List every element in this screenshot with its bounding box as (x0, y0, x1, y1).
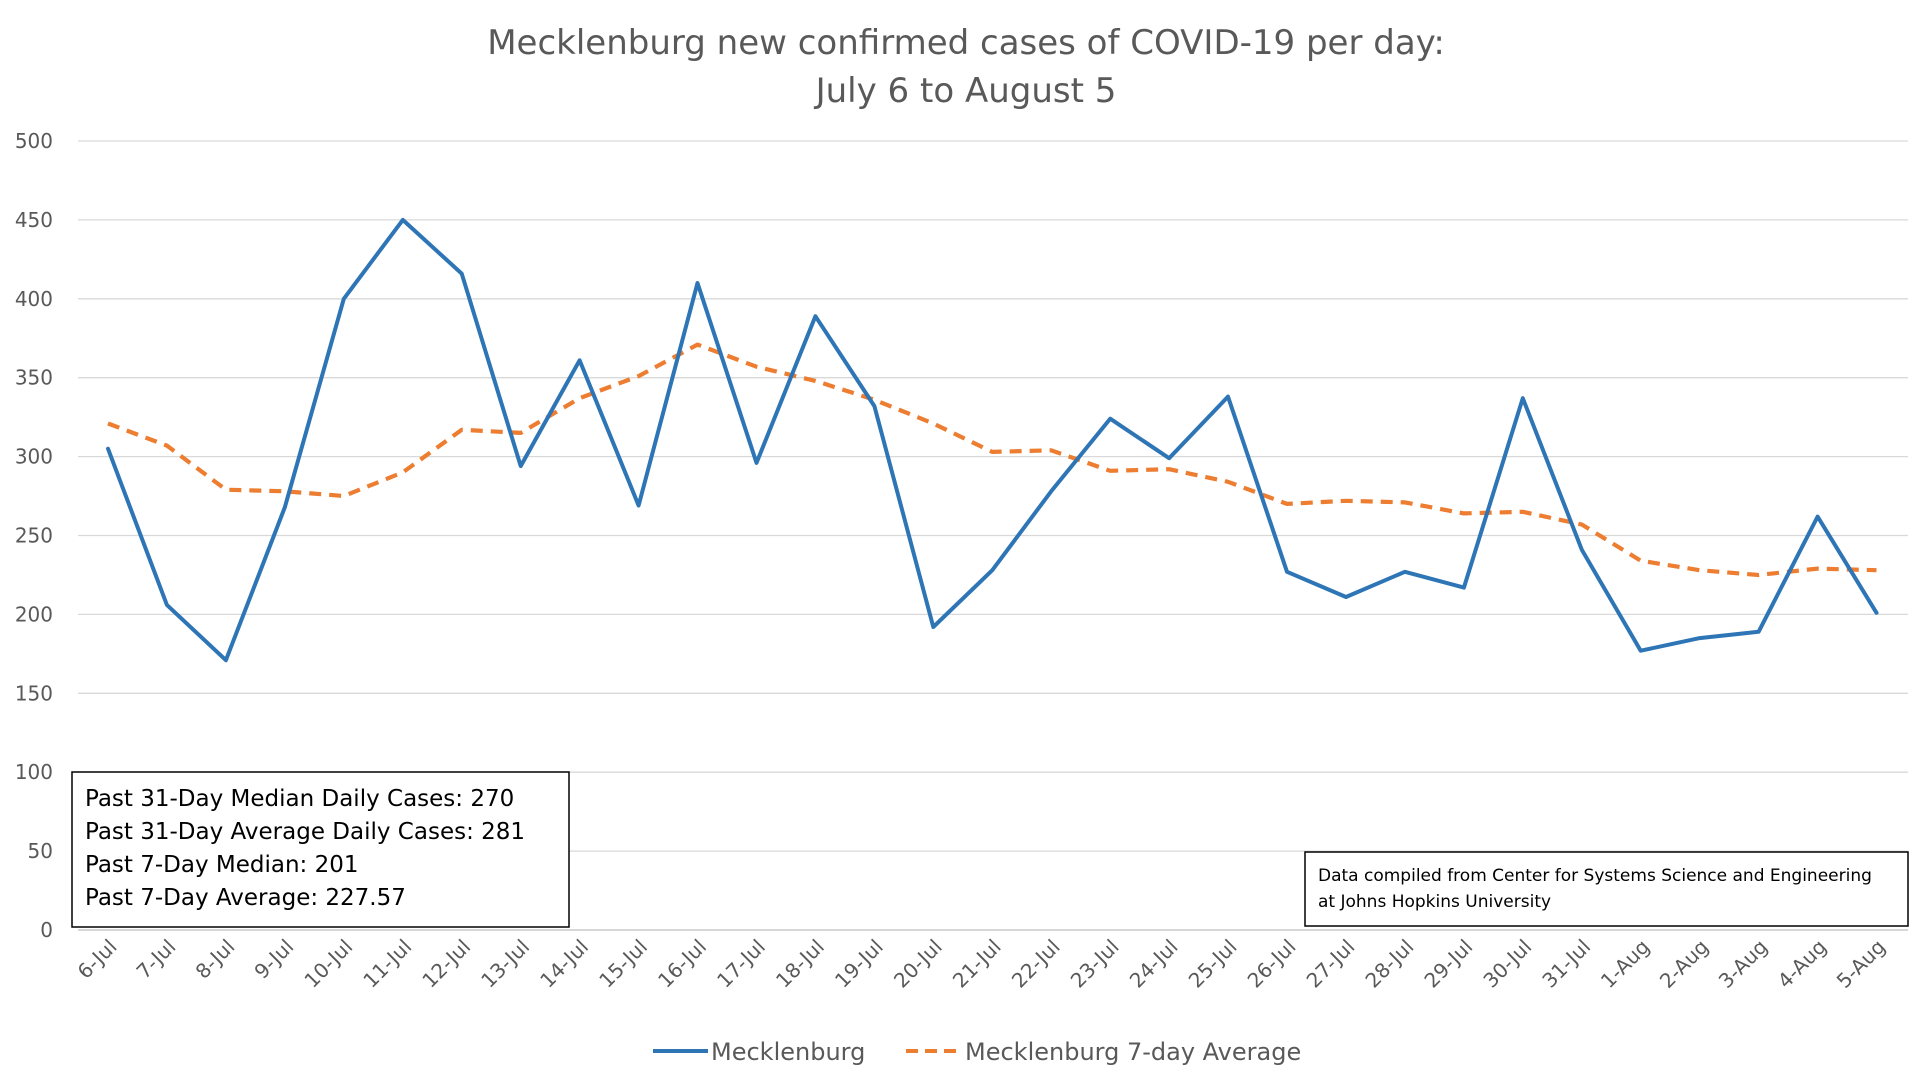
series-line-7-day-average (107, 342, 1877, 578)
y-tick-label: 150 (15, 681, 53, 705)
x-tick-label: 14-Jul (535, 935, 593, 993)
series-lines (106, 217, 1879, 663)
x-tick-label: 1-Aug (1596, 935, 1654, 993)
x-tick-label: 7-Jul (132, 935, 181, 984)
source-note-line-2: at Johns Hopkins University (1318, 892, 1551, 912)
x-tick-label: 28-Jul (1361, 935, 1419, 993)
x-tick-label: 4-Aug (1773, 935, 1831, 993)
x-tick-label: 20-Jul (889, 935, 947, 993)
series-line-mecklenburg (106, 217, 1879, 663)
y-tick-label: 0 (40, 918, 53, 942)
y-tick-label: 500 (15, 129, 53, 153)
x-tick-label: 17-Jul (712, 935, 770, 993)
x-tick-label: 15-Jul (594, 935, 652, 993)
x-tick-label: 18-Jul (771, 935, 829, 993)
y-tick-label: 250 (15, 524, 53, 548)
y-tick-label: 300 (15, 445, 53, 469)
x-tick-label: 3-Aug (1714, 935, 1772, 993)
x-tick-label: 6-Jul (73, 935, 122, 984)
x-tick-label: 19-Jul (830, 935, 888, 993)
x-tick-label: 24-Jul (1125, 935, 1183, 993)
stats-line-7-day-median: Past 7-Day Median: 201 (85, 852, 359, 878)
x-tick-label: 13-Jul (476, 935, 534, 993)
stats-line-31-day-average: Past 31-Day Average Daily Cases: 281 (85, 819, 525, 845)
x-tick-label: 26-Jul (1243, 935, 1301, 993)
y-tick-label: 50 (28, 839, 53, 863)
x-tick-label: 21-Jul (948, 935, 1006, 993)
chart-title-line-2: July 6 to August 5 (814, 71, 1117, 111)
stats-box-frame (71, 771, 570, 928)
y-tick-label: 350 (15, 366, 53, 390)
x-tick-label: 25-Jul (1184, 935, 1242, 993)
x-tick-label: 29-Jul (1419, 935, 1477, 993)
x-tick-label: 27-Jul (1302, 935, 1360, 993)
x-tick-label: 2-Aug (1655, 935, 1713, 993)
legend: Mecklenburg Mecklenburg 7-day Average (653, 1038, 1301, 1066)
x-tick-label: 9-Jul (249, 935, 298, 984)
x-tick-label: 12-Jul (417, 935, 475, 993)
y-tick-label: 200 (15, 602, 53, 626)
x-tick-label: 31-Jul (1537, 935, 1595, 993)
x-tick-label: 16-Jul (653, 935, 711, 993)
x-tick-label: 23-Jul (1066, 935, 1124, 993)
x-tick-label: 22-Jul (1007, 935, 1065, 993)
x-tick-label: 11-Jul (358, 935, 416, 993)
y-tick-label: 450 (15, 208, 53, 232)
x-axis-ticks: 6-Jul 7-Jul 8-Jul 9-Jul 10-Jul 11-Jul 12-Jul 13… (73, 935, 1890, 993)
stats-box: Past 31-Day Median Daily Cases: 270 Past… (71, 771, 570, 928)
x-tick-label: 5-Aug (1832, 935, 1890, 993)
chart-title-line-1: Mecklenburg new confirmed cases of COVID… (487, 23, 1445, 63)
y-tick-label: 100 (15, 760, 53, 784)
x-tick-label: 30-Jul (1478, 935, 1536, 993)
stats-line-7-day-average: Past 7-Day Average: 227.57 (85, 885, 406, 911)
source-note-line-1: Data compiled from Center for Systems Sc… (1318, 866, 1872, 886)
x-tick-label: 10-Jul (299, 935, 357, 993)
legend-label-7-day-average: Mecklenburg 7-day Average (965, 1038, 1301, 1066)
stats-line-31-day-median: Past 31-Day Median Daily Cases: 270 (85, 786, 514, 812)
y-axis-ticks: 0 50 100 150 200 250 300 350 400 450 500 (15, 129, 53, 942)
y-tick-label: 400 (15, 287, 53, 311)
x-tick-label: 8-Jul (191, 935, 240, 984)
source-note-frame (1304, 851, 1909, 927)
source-note-box: Data compiled from Center for Systems Sc… (1304, 851, 1909, 927)
legend-label-mecklenburg: Mecklenburg (711, 1038, 865, 1066)
